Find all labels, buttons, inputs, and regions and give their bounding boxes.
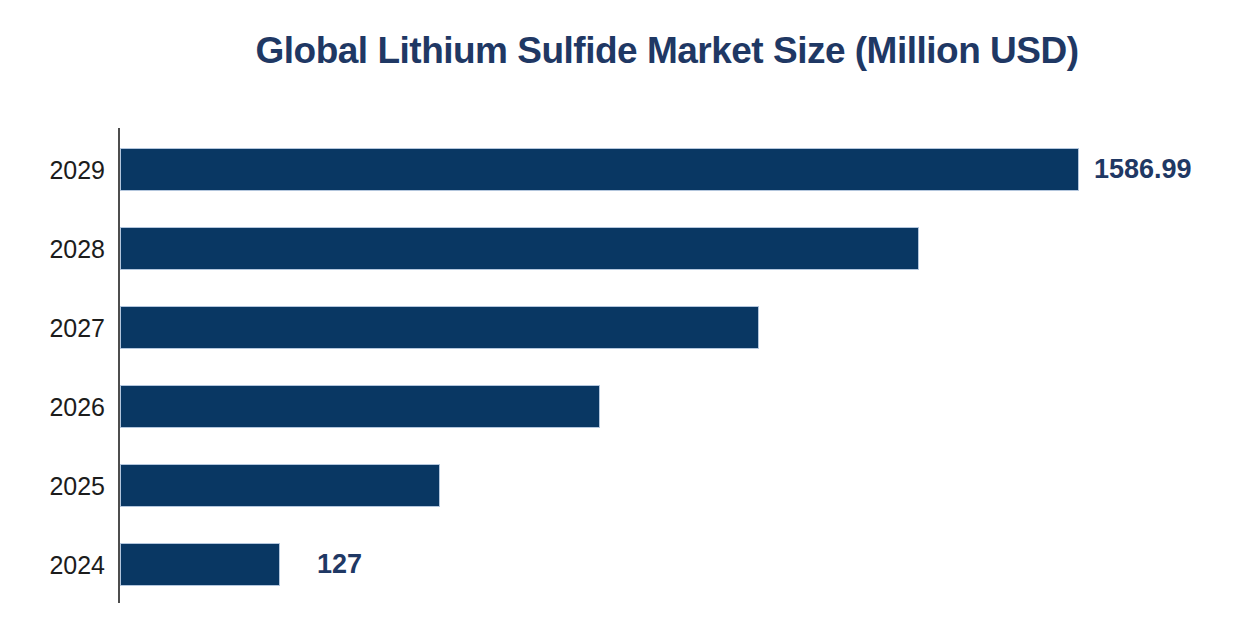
category-label-2027: 2027 <box>49 313 105 342</box>
bar-2024 <box>120 543 280 586</box>
bar-2025 <box>120 464 440 507</box>
category-label-2026: 2026 <box>49 392 105 421</box>
bar-row-2024: 2024 127 <box>120 543 362 586</box>
value-label-2024: 127 <box>317 549 362 580</box>
plot-area: 2029 1586.99 2028 2027 2026 2025 2024 <box>118 128 1178 603</box>
bar-row-2028: 2028 <box>120 227 919 270</box>
y-axis-line <box>118 128 120 603</box>
bar-row-2027: 2027 <box>120 306 759 349</box>
category-label-2028: 2028 <box>49 234 105 263</box>
bar-2026 <box>120 385 600 428</box>
chart-title: Global Lithium Sulfide Market Size (Mill… <box>256 30 1079 72</box>
category-label-2029: 2029 <box>49 155 105 184</box>
category-label-2025: 2025 <box>49 471 105 500</box>
bar-2027 <box>120 306 759 349</box>
chart-canvas: Global Lithium Sulfide Market Size (Mill… <box>0 0 1242 644</box>
value-label-2029: 1586.99 <box>1094 154 1192 185</box>
bar-row-2026: 2026 <box>120 385 600 428</box>
category-label-2024: 2024 <box>49 550 105 579</box>
bar-row-2025: 2025 <box>120 464 440 507</box>
bar-2028 <box>120 227 919 270</box>
bar-2029 <box>120 148 1079 191</box>
bar-row-2029: 2029 1586.99 <box>120 148 1192 191</box>
